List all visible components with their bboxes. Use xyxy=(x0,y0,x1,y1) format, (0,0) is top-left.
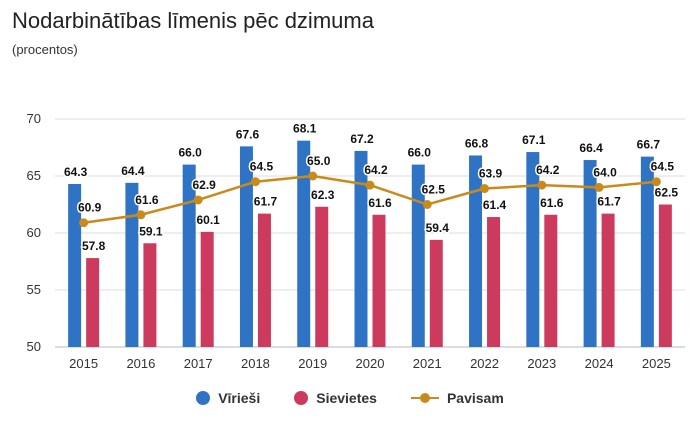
data-label-women: 60.1 xyxy=(197,213,221,227)
point-total xyxy=(365,180,375,190)
y-tick-label: 65 xyxy=(27,168,41,183)
bar-men xyxy=(182,164,196,347)
point-total xyxy=(422,200,432,209)
data-label-women: 57.8 xyxy=(82,239,106,253)
bar-men xyxy=(297,140,311,347)
data-label-men: 66.4 xyxy=(579,141,603,155)
data-label-men: 67.1 xyxy=(522,133,546,147)
data-label-women: 61.4 xyxy=(483,198,507,212)
legend-label-total: Pavisam xyxy=(446,390,504,406)
bar-women xyxy=(487,217,501,347)
data-label-women: 61.7 xyxy=(254,195,278,209)
data-label-men: 64.4 xyxy=(121,164,145,178)
bar-men xyxy=(526,152,540,347)
data-label-total: 64.2 xyxy=(536,163,560,177)
x-tick-label: 2023 xyxy=(527,356,556,371)
data-label-total: 62.9 xyxy=(193,178,217,192)
point-total xyxy=(537,180,547,190)
chart-plot: 50 55 60 65 70 2015 2016 2017 2018 2019 2020 2021 20… xyxy=(27,111,685,371)
x-tick-label: 2024 xyxy=(585,356,614,371)
chart-title: Nodarbinātības līmenis pēc dzimuma xyxy=(12,8,374,33)
legend-swatch-total xyxy=(410,391,439,405)
bar-men xyxy=(239,146,253,347)
point-total xyxy=(651,177,661,187)
bar-men xyxy=(354,150,368,347)
x-tick-label: 2018 xyxy=(241,356,270,371)
bar-women xyxy=(257,213,271,347)
point-total xyxy=(480,184,490,194)
point-total xyxy=(193,195,203,205)
data-label-women: 59.1 xyxy=(139,224,163,238)
data-label-total: 64.5 xyxy=(651,160,675,174)
legend-label-women: Sievietes xyxy=(316,390,377,406)
bar-women xyxy=(544,214,558,347)
data-label-women: 62.5 xyxy=(655,186,679,200)
x-tick-label: 2022 xyxy=(470,356,499,371)
bar-men xyxy=(411,164,425,347)
y-tick-label: 60 xyxy=(27,225,41,240)
y-tick-label: 55 xyxy=(27,282,41,297)
bar-women xyxy=(143,243,157,347)
x-tick-label: 2015 xyxy=(69,356,98,371)
data-label-men: 66.0 xyxy=(179,146,203,160)
data-label-men: 66.8 xyxy=(465,136,489,150)
data-label-total: 61.6 xyxy=(135,193,159,207)
bar-men xyxy=(125,182,139,347)
data-label-women: 62.3 xyxy=(311,188,335,202)
x-tick-label: 2017 xyxy=(184,356,213,371)
x-tick-label: 2019 xyxy=(298,356,327,371)
data-label-total: 65.0 xyxy=(307,154,331,168)
legend-label-men: Vīrieši xyxy=(218,390,261,406)
data-label-total: 63.9 xyxy=(479,167,503,181)
data-label-women: 61.7 xyxy=(597,195,621,209)
data-label-men: 67.6 xyxy=(236,127,260,141)
x-tick-label: 2020 xyxy=(356,356,385,371)
bar-women xyxy=(429,239,443,347)
legend-swatch-women xyxy=(294,391,309,405)
data-label-women: 61.6 xyxy=(540,196,564,210)
chart-subtitle: (procentos) xyxy=(12,42,78,57)
data-label-women: 61.6 xyxy=(368,196,392,210)
point-total xyxy=(79,218,89,228)
data-label-total: 64.2 xyxy=(364,163,388,177)
data-label-men: 66.0 xyxy=(408,146,432,160)
y-tick-label: 50 xyxy=(27,339,41,354)
data-label-total: 60.9 xyxy=(78,201,102,215)
bar-men xyxy=(68,183,82,347)
legend-item-total[interactable]: Pavisam xyxy=(410,390,504,406)
legend-swatch-men xyxy=(196,391,211,405)
bar-women xyxy=(658,204,672,347)
x-tick-label: 2021 xyxy=(413,356,442,371)
bar-women xyxy=(315,206,329,347)
bar-men xyxy=(469,155,483,347)
bar-women xyxy=(601,213,615,347)
legend-item-women[interactable]: Sievietes xyxy=(294,390,377,406)
data-label-total: 64.5 xyxy=(250,160,274,174)
data-label-men: 66.7 xyxy=(637,138,661,152)
bar-women xyxy=(372,214,386,347)
data-label-total: 62.5 xyxy=(422,183,446,197)
bar-women xyxy=(200,231,214,347)
data-label-women: 59.4 xyxy=(426,221,450,235)
x-tick-label: 2016 xyxy=(126,356,155,371)
y-tick-label: 70 xyxy=(27,111,41,126)
x-tick-label: 2025 xyxy=(642,356,671,371)
data-label-men: 64.3 xyxy=(64,165,88,179)
point-total xyxy=(136,210,146,220)
data-label-total: 64.0 xyxy=(593,165,617,179)
data-label-men: 68.1 xyxy=(293,122,317,136)
bar-women xyxy=(86,258,100,347)
point-total xyxy=(308,171,318,181)
data-label-men: 67.2 xyxy=(350,132,374,146)
point-total xyxy=(594,182,604,192)
point-total xyxy=(250,177,260,187)
legend-item-men[interactable]: Vīrieši xyxy=(196,390,260,406)
bar-men xyxy=(640,156,654,347)
bar-men xyxy=(583,160,597,347)
legend: Vīrieši Sievietes Pavisam xyxy=(0,390,700,406)
